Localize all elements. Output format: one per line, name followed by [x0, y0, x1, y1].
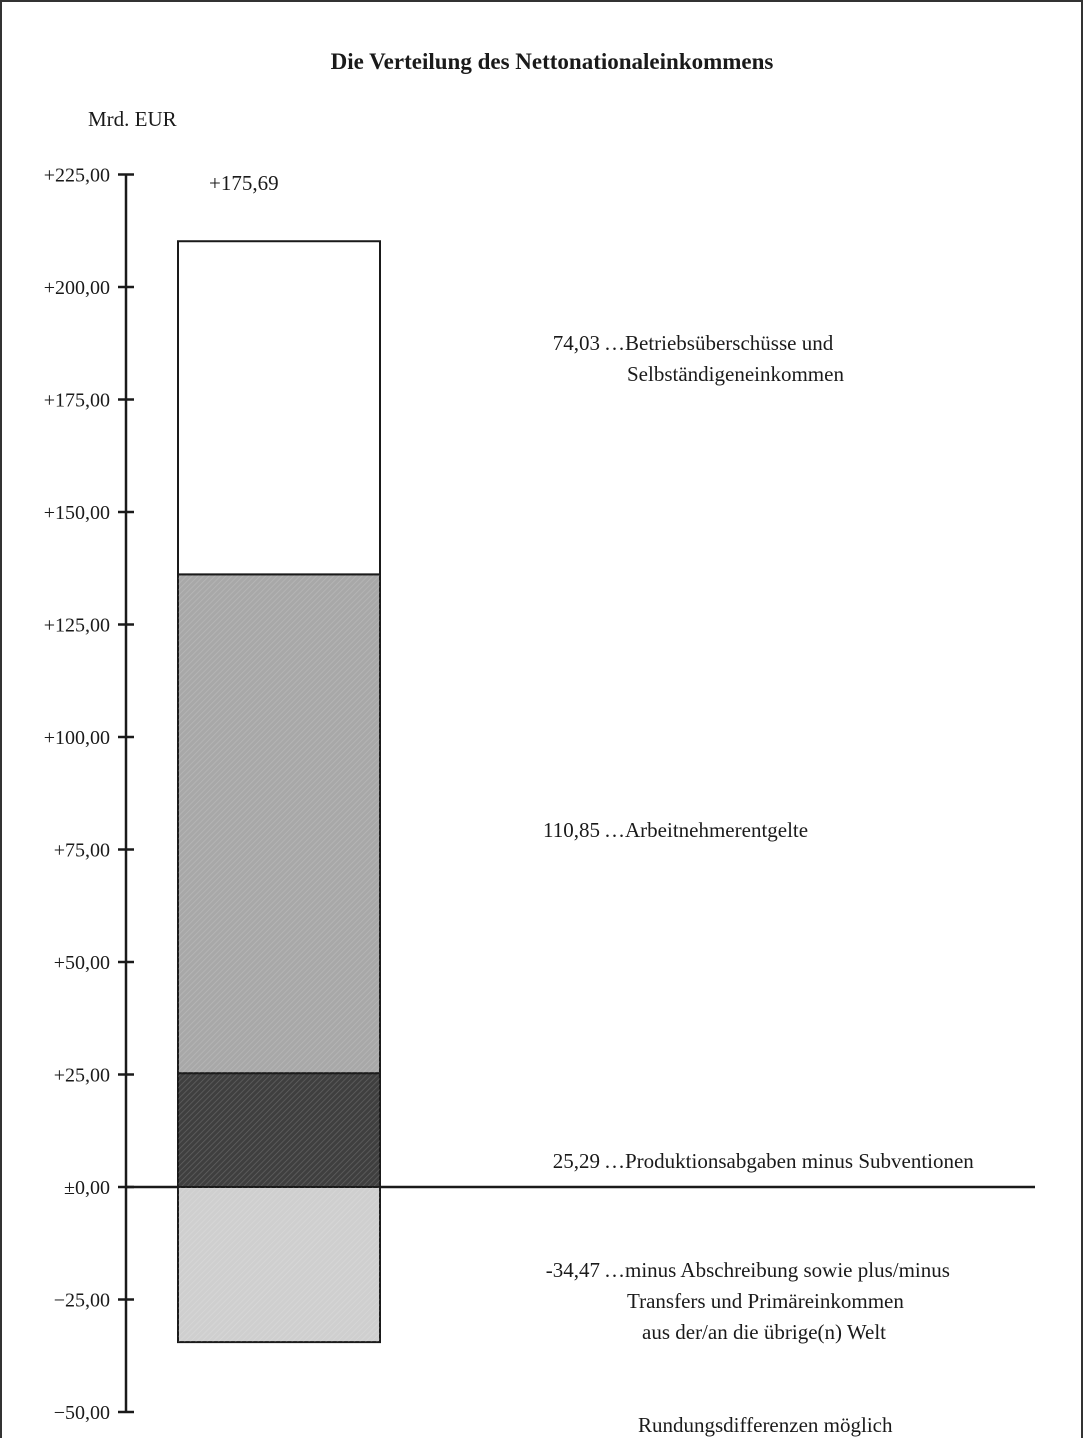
y-tick-label: +125,00: [44, 615, 110, 637]
segment-description: Selbständigeneinkommen: [627, 362, 844, 386]
bar-segment-2: [177, 240, 381, 576]
y-axis-ticks: +225,00 +200,00 +175,00 +150,00 +125,00 +100,…: [44, 165, 1035, 1424]
y-tick-label: +225,00: [44, 165, 110, 187]
segment-description: …Arbeitnehmerentgelte: [604, 818, 808, 842]
y-tick-label: +50,00: [54, 952, 110, 974]
y-tick-label: −25,00: [54, 1290, 110, 1312]
unit-label: Mrd. EUR: [88, 107, 177, 131]
chart-title: Die Verteilung des Nettonationaleinkomme…: [331, 49, 774, 74]
segment-description: …Betriebsüberschüsse und: [604, 331, 834, 355]
y-tick-label: +100,00: [44, 727, 110, 749]
segment-description: aus der/an die übrige(n) Welt: [642, 1320, 886, 1344]
segment-description: …Produktionsabgaben minus Subventionen: [604, 1149, 974, 1173]
segment-value-label: 25,29: [553, 1149, 600, 1173]
y-tick-label: +175,00: [44, 390, 110, 412]
bar-segments: [177, 240, 381, 1344]
y-tick-label: +25,00: [54, 1065, 110, 1087]
total-label: +175,69: [209, 171, 279, 195]
y-tick-label: +150,00: [44, 502, 110, 524]
segment-value-label: 110,85: [543, 818, 600, 842]
bar-segment-texture: [178, 1187, 380, 1343]
y-tick-label: +75,00: [54, 840, 110, 862]
y-tick-label: −50,00: [54, 1402, 110, 1424]
y-tick-label: +200,00: [44, 277, 110, 299]
segment-description: Transfers und Primäreinkommen: [627, 1289, 904, 1313]
y-tick-label: ±0,00: [64, 1177, 110, 1199]
footnote: Rundungsdifferenzen möglich: [638, 1413, 893, 1437]
segment-value-label: 74,03: [553, 331, 600, 355]
segment-value-label: -34,47: [546, 1258, 600, 1282]
segment-description: …minus Abschreibung sowie plus/minus: [604, 1258, 950, 1282]
bar-segment-texture: [178, 574, 380, 1074]
segment-annotations: 25,29 …Produktionsabgaben minus Subventi…: [543, 331, 974, 1344]
bar-segment-texture: [178, 1073, 380, 1187]
